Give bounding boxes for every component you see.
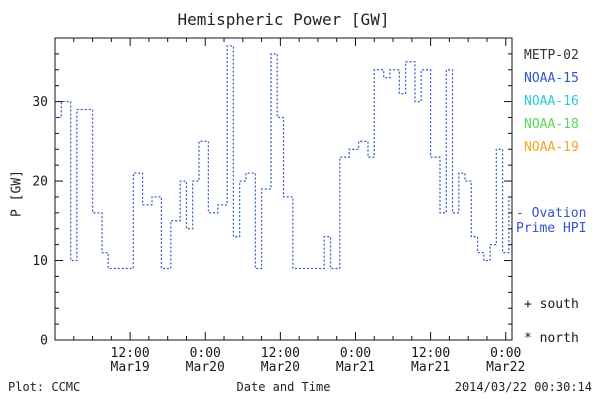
legend-item-noaa16: NOAA-16 [524,94,579,109]
x-tick-label-date: Mar20 [261,360,300,375]
legend-ovation-prime-hpi: - Ovation Prime HPI [516,206,586,236]
x-tick-label-date: Mar21 [336,360,375,375]
y-tick-label: 0 [40,334,48,349]
x-tick-label-time: 0:00 [490,346,521,361]
x-tick-label-time: 12:00 [411,346,450,361]
x-tick-label-date: Mar19 [111,360,150,375]
plot-frame [54,37,513,341]
x-tick-label-date: Mar22 [486,360,525,375]
legend-ovation-line1: - Ovation [516,206,587,221]
y-tick-label: 30 [32,95,48,110]
x-tick-label-time: 12:00 [111,346,150,361]
x-tick-label-date: Mar20 [186,360,225,375]
x-tick-label-time: 0:00 [190,346,221,361]
x-tick-label-time: 12:00 [261,346,300,361]
y-tick-label: 20 [32,175,48,190]
hpi-step-line [54,45,513,270]
x-tick-label-time: 0:00 [340,346,371,361]
legend-ovation-line2: Prime HPI [516,221,587,236]
x-tick-label-date: Mar21 [411,360,450,375]
legend-item-metp02: METP-02 [524,48,579,63]
x-axis-label: Date and Time [236,380,331,394]
legend-satellites: METP-02 NOAA-15 NOAA-16 NOAA-18 NOAA-19 [524,44,579,159]
legend-item-noaa18: NOAA-18 [524,117,579,132]
legend-item-noaa15: NOAA-15 [524,71,579,86]
chart-title: Hemispheric Power [GW] [177,10,390,29]
plot-credit: Plot: CCMC [8,380,81,394]
legend-marker-south: + south [524,297,579,312]
legend-item-noaa19: NOAA-19 [524,140,579,155]
plot-timestamp: 2014/03/22 00:30:14 [454,380,592,394]
legend-marker-north: * north [524,331,579,346]
y-tick-label: 10 [32,254,48,269]
